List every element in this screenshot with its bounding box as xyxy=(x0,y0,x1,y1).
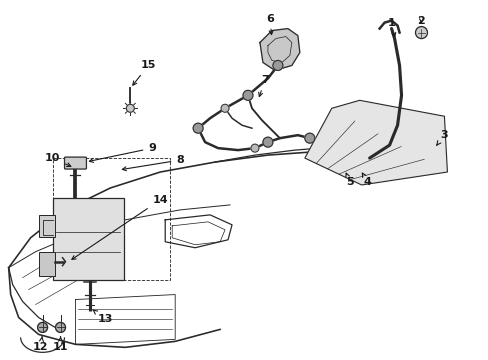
Text: 15: 15 xyxy=(133,60,156,85)
Text: 7: 7 xyxy=(258,75,268,96)
Circle shape xyxy=(56,323,65,332)
Text: 11: 11 xyxy=(53,337,68,352)
FancyBboxPatch shape xyxy=(64,157,86,169)
Text: 10: 10 xyxy=(45,153,71,167)
Text: 4: 4 xyxy=(362,173,371,187)
Polygon shape xyxy=(260,28,299,71)
Text: 8: 8 xyxy=(122,155,183,171)
FancyBboxPatch shape xyxy=(39,215,55,237)
Circle shape xyxy=(272,60,283,71)
Circle shape xyxy=(304,133,314,143)
Circle shape xyxy=(250,144,259,152)
Text: 6: 6 xyxy=(265,14,273,35)
Text: 5: 5 xyxy=(345,173,353,187)
FancyBboxPatch shape xyxy=(52,198,124,280)
Circle shape xyxy=(38,323,47,332)
Text: 3: 3 xyxy=(436,130,447,145)
Polygon shape xyxy=(304,100,447,185)
Bar xyxy=(52,158,170,280)
Circle shape xyxy=(415,27,427,39)
Circle shape xyxy=(263,137,272,147)
Text: 2: 2 xyxy=(417,15,425,26)
Circle shape xyxy=(243,90,252,100)
Circle shape xyxy=(193,123,203,133)
FancyBboxPatch shape xyxy=(39,252,55,276)
Text: 12: 12 xyxy=(33,337,48,352)
Text: 13: 13 xyxy=(93,310,113,324)
Text: 1: 1 xyxy=(387,18,395,37)
Circle shape xyxy=(221,104,228,112)
Text: 9: 9 xyxy=(89,143,156,162)
Circle shape xyxy=(126,104,134,112)
Text: 14: 14 xyxy=(72,195,168,260)
